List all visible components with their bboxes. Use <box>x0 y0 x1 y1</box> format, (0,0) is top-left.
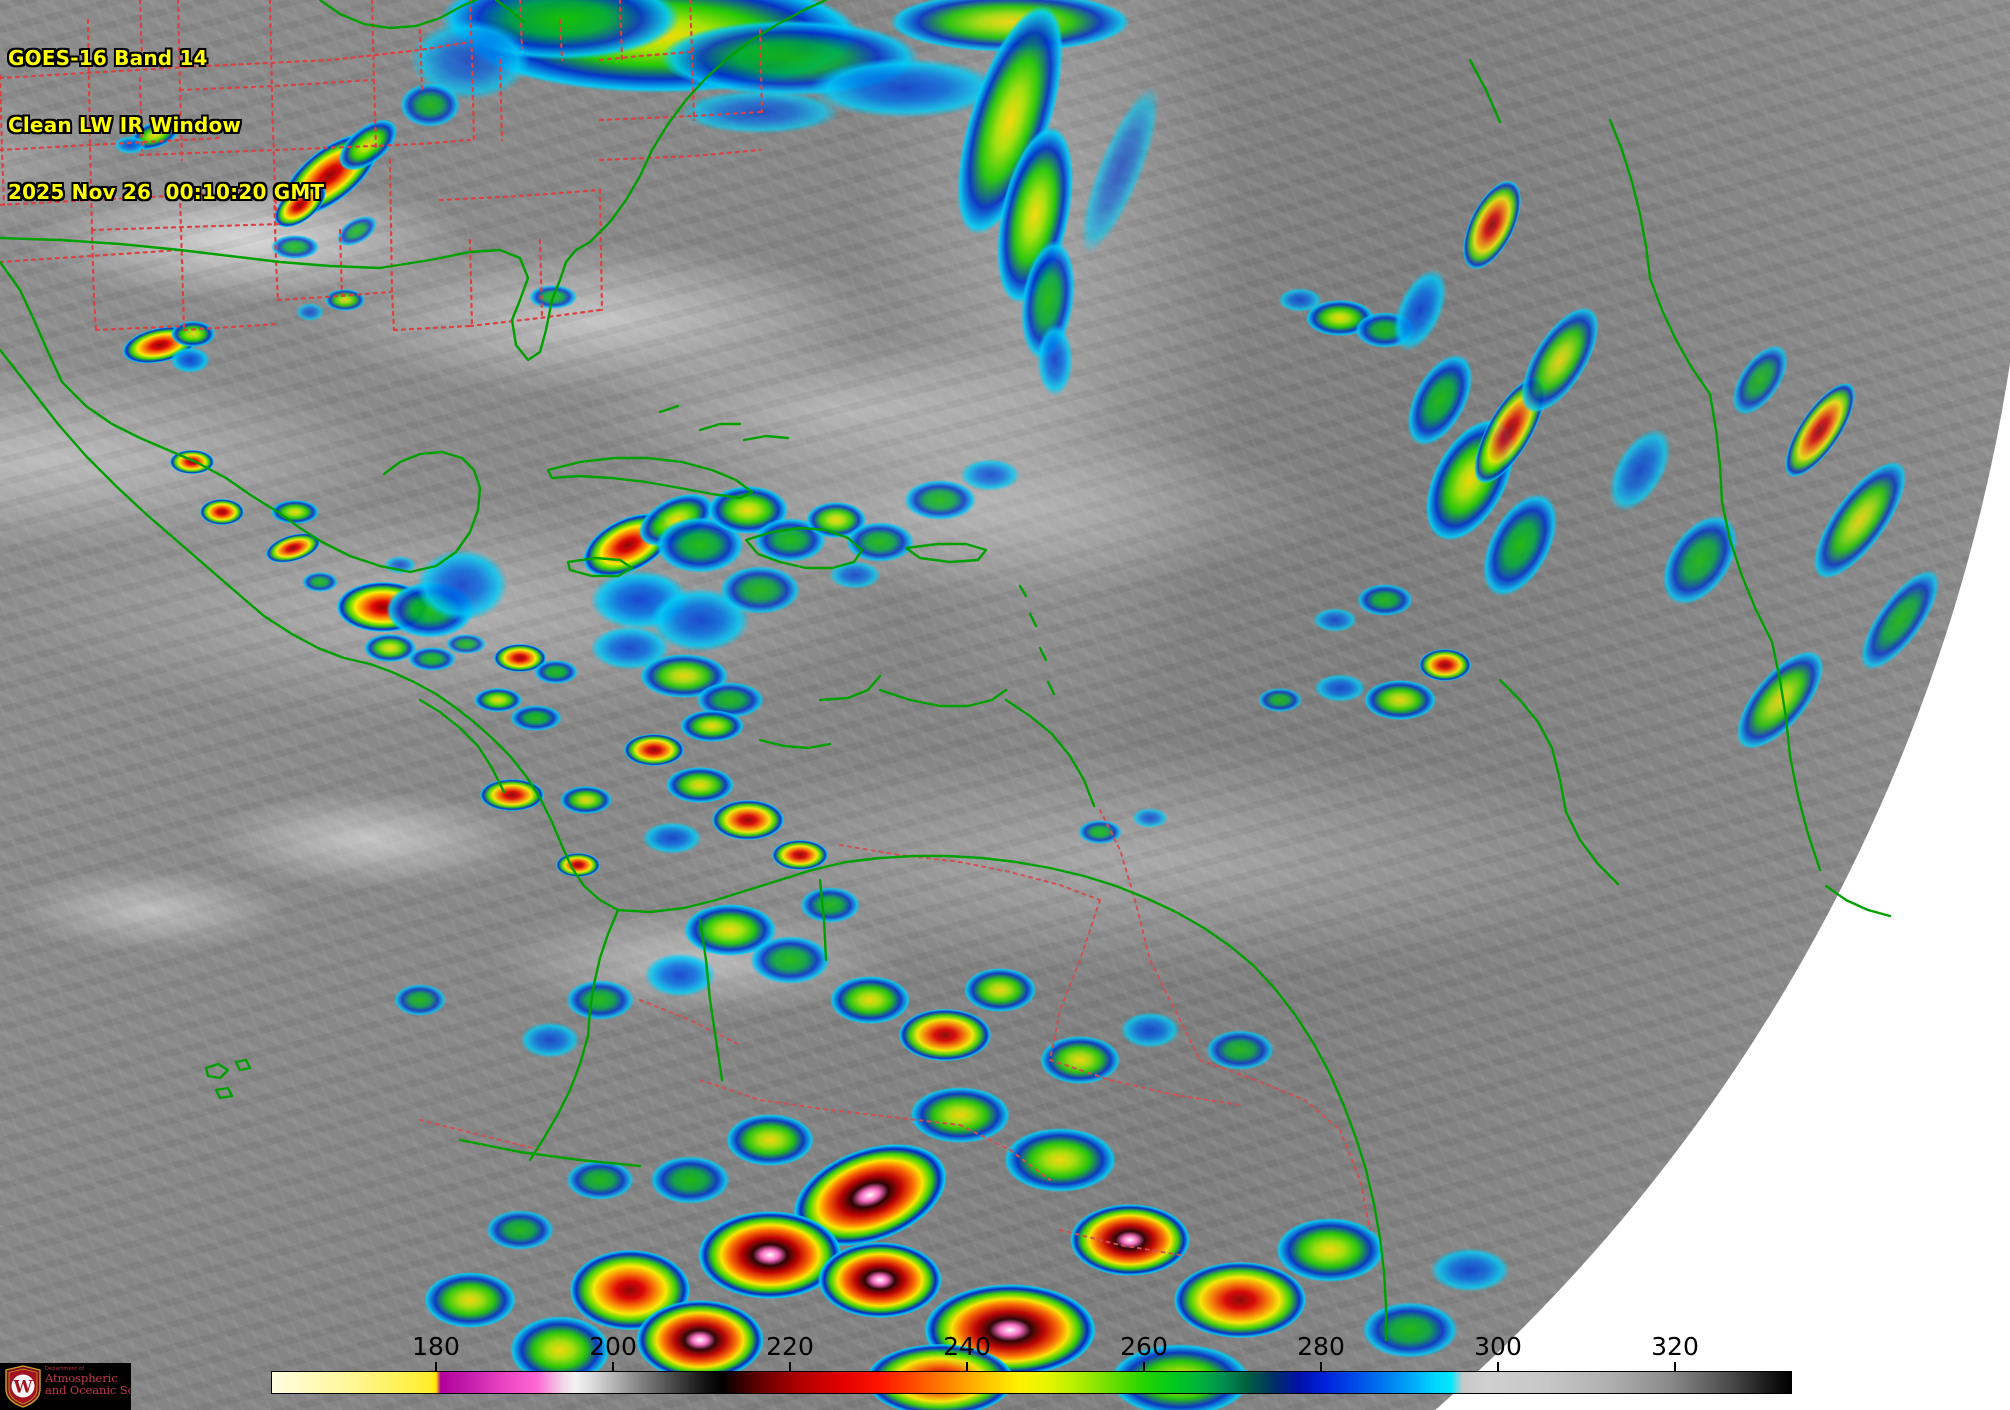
colorbar-tick-label: 260 <box>1120 1332 1168 1361</box>
product-band-description: Clean LW IR Window <box>8 112 242 137</box>
colorbar-tick-label: 300 <box>1474 1332 1522 1361</box>
colorbar-tick-label: 220 <box>766 1332 814 1361</box>
colorbar-tick <box>966 1362 968 1371</box>
colorbar-tick <box>1143 1362 1145 1371</box>
colorbar-tick <box>1674 1362 1676 1371</box>
colorbar-tick <box>435 1362 437 1371</box>
colorbar-tick-label: 280 <box>1297 1332 1345 1361</box>
colorbar-gradient <box>272 1372 1791 1393</box>
colorbar-tick-label: 320 <box>1651 1332 1699 1361</box>
uw-crest-icon: W <box>5 1365 41 1408</box>
product-band-label: GOES-16 Band 14 <box>8 45 208 70</box>
colorbar-tick-label: 200 <box>589 1332 637 1361</box>
brightness-temperature-colorbar <box>271 1371 1792 1394</box>
colorbar-tick <box>789 1362 791 1371</box>
colorbar-tick <box>1320 1362 1322 1371</box>
product-title-block: GOES-16 Band 14 Clean LW IR Window 2025 … <box>8 2 324 248</box>
product-timestamp: 2025 Nov 26 00:10:20 GMT <box>8 180 325 205</box>
logo-text-group: Department of Atmospheric and Oceanic Sc… <box>45 1367 131 1397</box>
logo-line-oceanic: and Oceanic Sciences <box>45 1382 131 1397</box>
uw-aos-logo: W Department of Atmospheric and Oceanic … <box>0 1363 131 1410</box>
colorbar-tick-label: 180 <box>412 1332 460 1361</box>
colorbar-tick <box>612 1362 614 1371</box>
svg-text:W: W <box>12 1378 33 1398</box>
colorbar-tick <box>1497 1362 1499 1371</box>
colorbar-tick-label: 240 <box>943 1332 991 1361</box>
